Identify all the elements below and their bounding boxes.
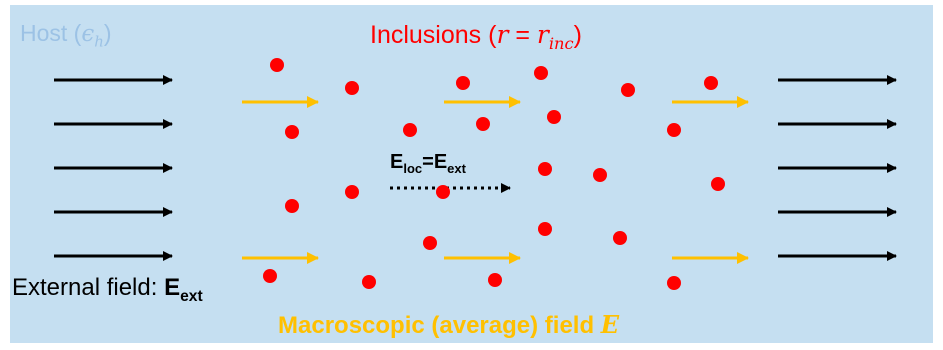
inclusion-dot <box>436 185 450 199</box>
radius-subscript: inc <box>548 34 574 53</box>
macroscopic-field-arrows <box>242 96 749 264</box>
equals-sign: = <box>508 21 537 49</box>
inclusion-dot <box>362 275 376 289</box>
inclusion-dot <box>613 231 627 245</box>
inclusion-dot <box>456 76 470 90</box>
inclusion-dot <box>476 117 490 131</box>
inclusion-dot <box>621 83 635 97</box>
local-field-ext-subscript: ext <box>447 161 466 176</box>
external-field-subscript: ext <box>180 287 203 305</box>
radius-symbol-2: r <box>536 20 549 49</box>
inclusion-dot <box>538 222 552 236</box>
external-field-prefix: External field: <box>12 274 165 301</box>
radius-symbol: r <box>496 20 509 49</box>
inclusions-label: Inclusions (r = rinc) <box>370 20 582 53</box>
inclusion-dot <box>704 76 718 90</box>
macroscopic-field-symbol: E <box>600 310 620 339</box>
host-permittivity-symbol: ϵ <box>81 21 95 47</box>
local-field-E: E <box>390 151 404 173</box>
inclusion-dot <box>488 273 502 287</box>
host-permittivity-subscript: h <box>94 32 104 51</box>
inclusion-dot <box>285 125 299 139</box>
inclusion-dot <box>547 110 561 124</box>
local-field-label: Eloc=Eext <box>390 151 466 176</box>
external-field-arrows-right <box>778 75 897 261</box>
external-field-E: E <box>164 274 181 301</box>
inclusion-dot <box>593 168 607 182</box>
inclusion-dot <box>403 123 417 137</box>
host-medium-background <box>10 5 933 343</box>
inclusion-dot <box>711 177 725 191</box>
inclusion-dot <box>345 185 359 199</box>
external-field-arrows-left <box>54 75 173 261</box>
inclusion-dot <box>538 162 552 176</box>
inclusion-dot <box>345 81 359 95</box>
macroscopic-field-text: Macroscopic (average) field <box>278 312 601 339</box>
host-label-text: Host ( <box>20 20 82 46</box>
inclusions-label-text: Inclusions ( <box>370 21 497 49</box>
inclusion-dot <box>263 269 277 283</box>
local-field-equals: =E <box>422 151 448 173</box>
inclusion-dot <box>667 276 681 290</box>
inclusion-dot <box>667 123 681 137</box>
macroscopic-field-label: Macroscopic (average) field E <box>278 310 619 340</box>
inclusion-dot <box>534 66 548 80</box>
inclusions <box>263 58 725 290</box>
inclusion-dot <box>285 199 299 213</box>
host-label-close: ) <box>103 20 112 46</box>
inclusions-label-close: ) <box>573 21 582 49</box>
host-label: Host (ϵh) <box>20 20 112 51</box>
inclusion-dot <box>423 236 437 250</box>
inclusion-dot <box>270 58 284 72</box>
external-field-label: External field: Eext <box>12 274 203 306</box>
local-field-subscript: loc <box>403 161 423 176</box>
